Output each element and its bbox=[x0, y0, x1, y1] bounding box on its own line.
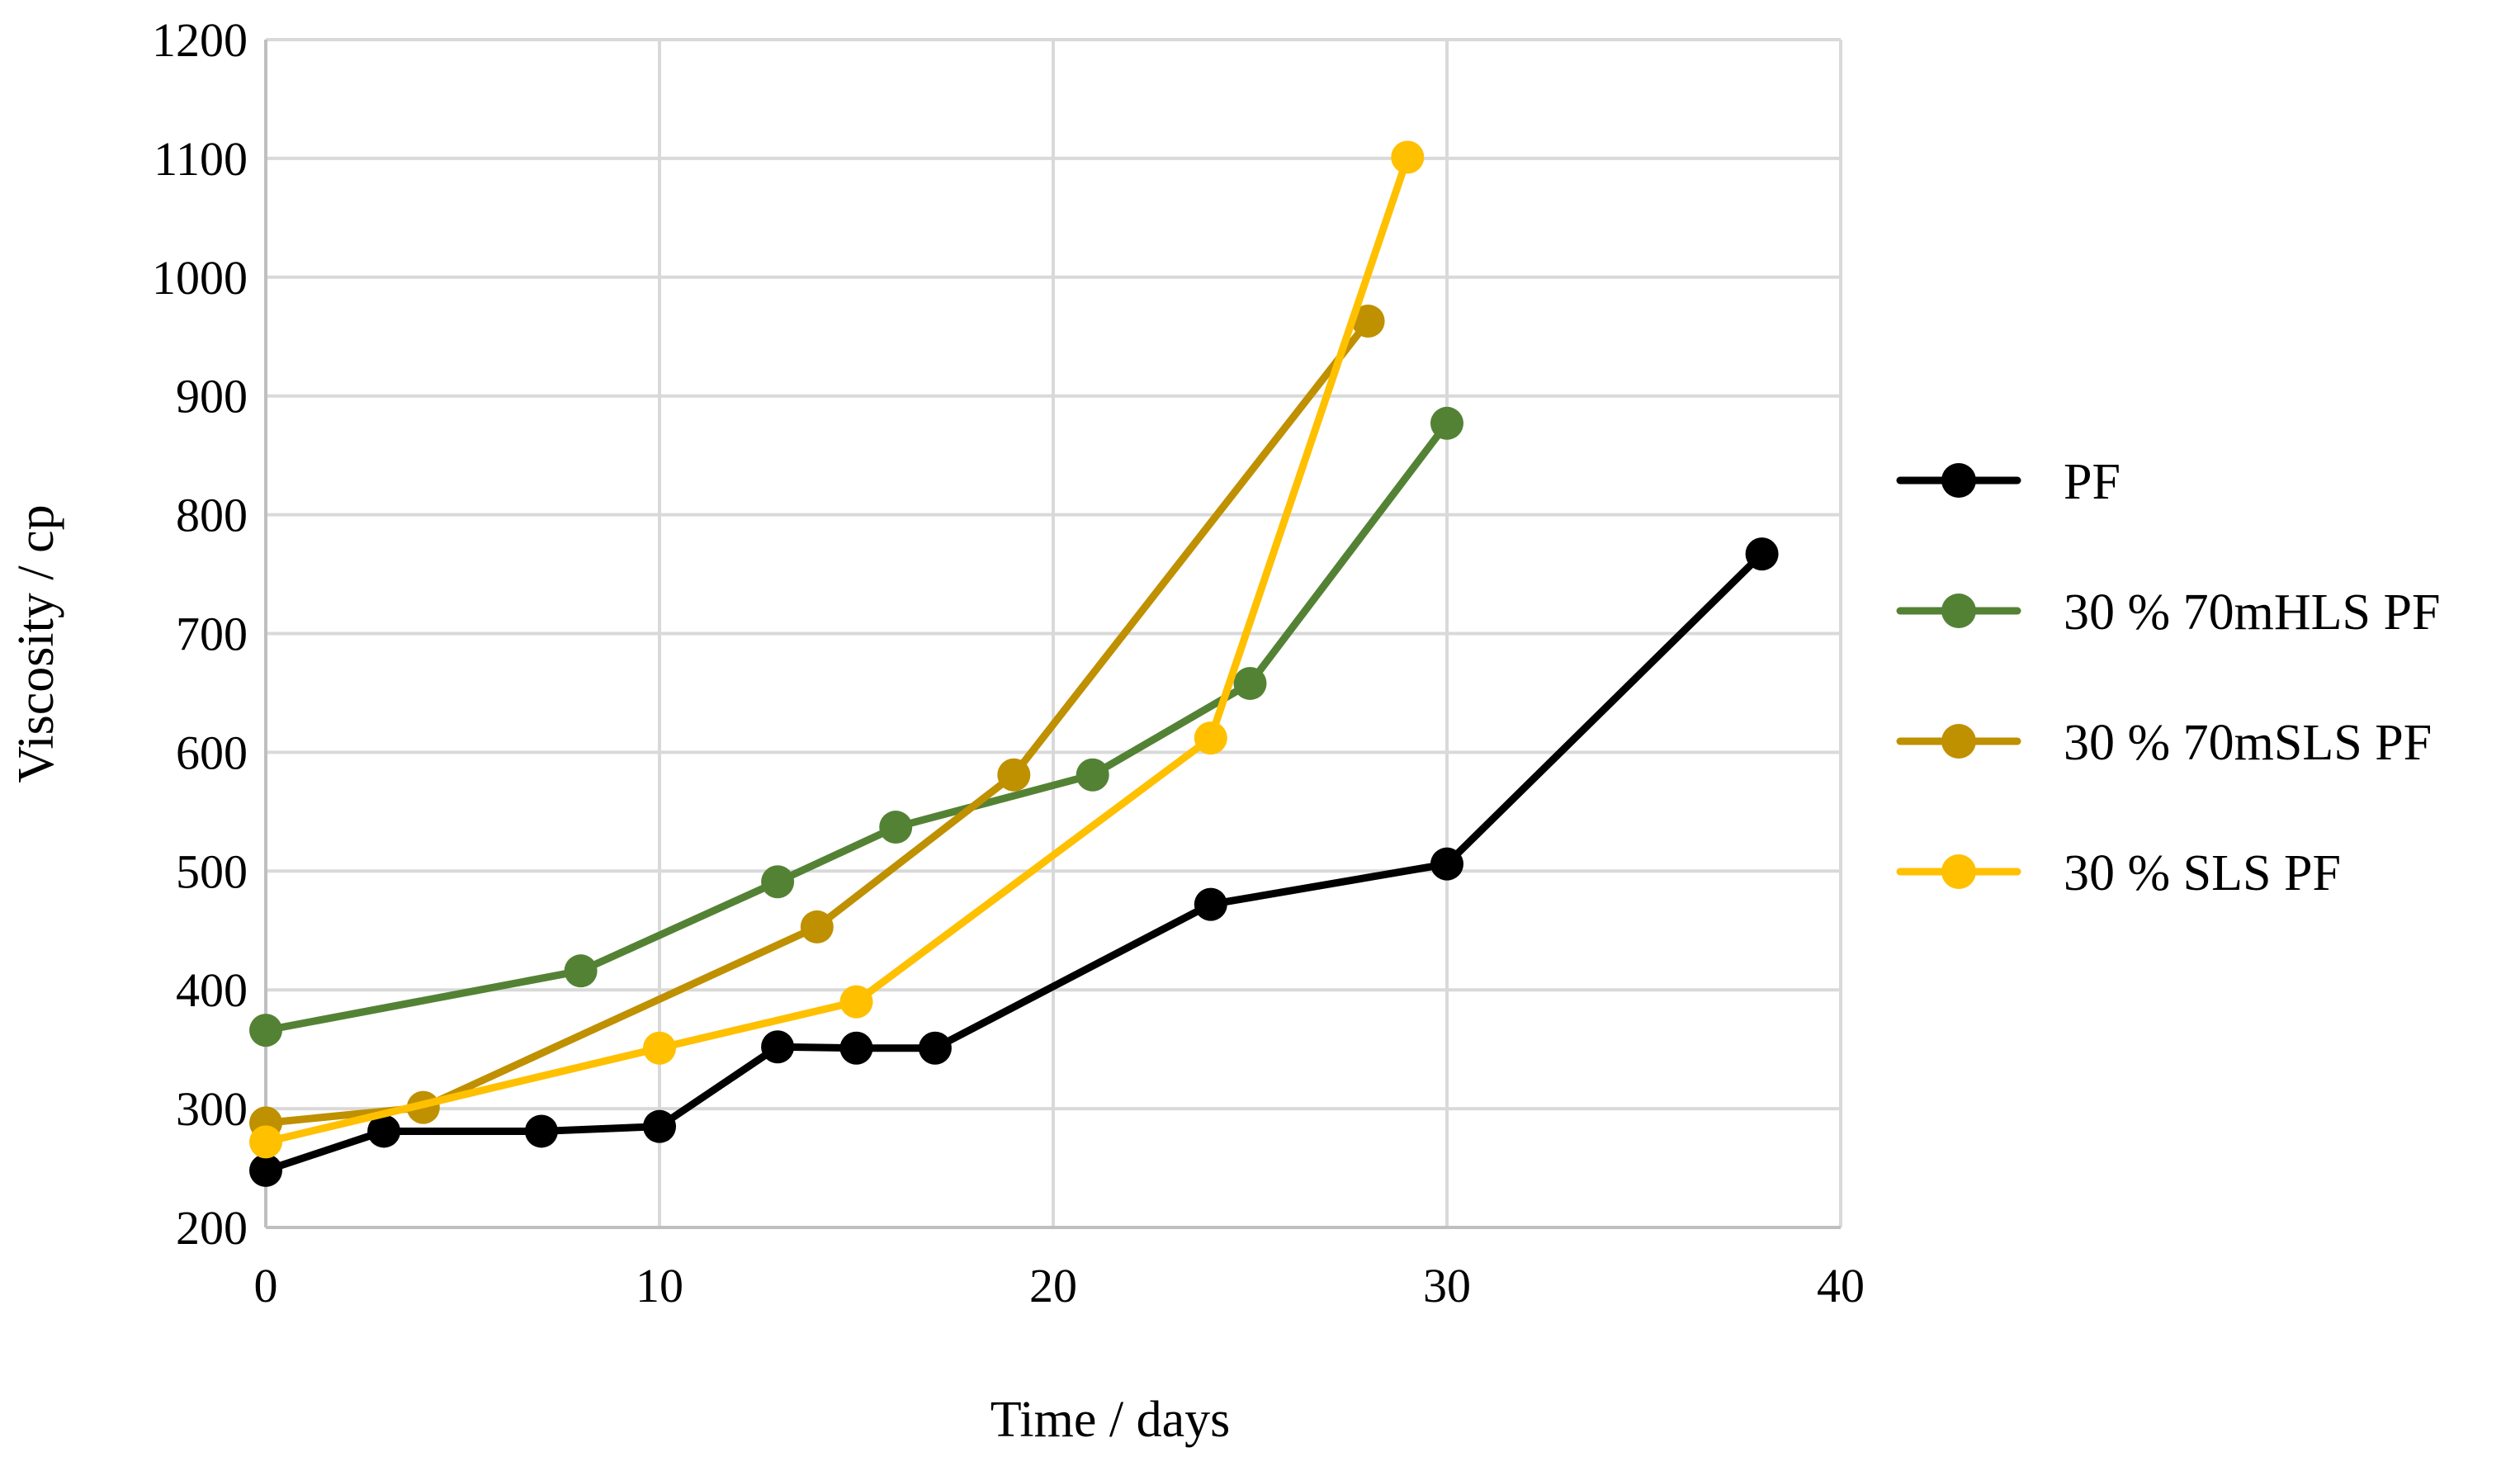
x-axis-title: Time / days bbox=[991, 1392, 1231, 1448]
data-point-30-70msls-pf bbox=[1351, 305, 1385, 338]
data-point-30-70mhls-pf bbox=[1076, 758, 1109, 792]
data-point-30-sls-pf bbox=[1194, 721, 1227, 755]
data-point-30-sls-pf bbox=[839, 985, 873, 1019]
legend-label: 30 % SLS PF bbox=[2064, 845, 2341, 901]
data-point-pf bbox=[643, 1109, 676, 1143]
series-line-pf bbox=[262, 550, 1766, 1175]
data-point-30-70mhls-pf bbox=[249, 1014, 282, 1047]
y-tick-label: 1100 bbox=[154, 132, 248, 186]
x-tick-label: 0 bbox=[254, 1259, 278, 1312]
data-point-30-70mhls-pf bbox=[1233, 666, 1267, 700]
y-tick-label: 600 bbox=[176, 726, 248, 779]
x-tick-label: 40 bbox=[1817, 1259, 1865, 1312]
tick-labels: 200 300 400 500 600 700 800 900 1000 1100 1200 0 10 2… bbox=[152, 13, 1865, 1312]
data-point-30-70msls-pf bbox=[800, 910, 834, 943]
legend-marker bbox=[1941, 593, 1976, 628]
gridlines bbox=[266, 38, 1842, 1227]
x-tick-label: 30 bbox=[1423, 1259, 1471, 1312]
series-30-70msls-pf bbox=[249, 305, 1385, 1140]
data-point-30-sls-pf bbox=[643, 1031, 676, 1065]
legend-label: PF bbox=[2064, 454, 2120, 510]
y-axis-title: Viscosity / cp bbox=[8, 504, 64, 783]
y-tick-label: 200 bbox=[176, 1201, 248, 1255]
legend-label: 30 % 70mHLS PF bbox=[2064, 584, 2440, 641]
data-point-30-70msls-pf bbox=[997, 758, 1031, 792]
y-tick-label: 400 bbox=[176, 963, 248, 1017]
data-point-30-70mhls-pf bbox=[1430, 406, 1463, 440]
y-tick-label: 800 bbox=[176, 489, 248, 542]
data-series bbox=[249, 140, 1779, 1187]
data-point-pf bbox=[1194, 887, 1227, 921]
x-tick-label: 10 bbox=[636, 1259, 683, 1312]
legend-marker bbox=[1941, 463, 1976, 498]
data-point-pf bbox=[367, 1114, 401, 1148]
legend: PF 30 % 70mHLS PF 30 % 70mSLS PF 30 % SLS P… bbox=[1896, 454, 2440, 901]
x-tick-label: 20 bbox=[1029, 1259, 1077, 1312]
series-30-sls-pf bbox=[249, 140, 1425, 1159]
data-point-pf bbox=[839, 1031, 873, 1065]
data-point-30-sls-pf bbox=[249, 1125, 282, 1159]
data-point-pf bbox=[249, 1153, 282, 1187]
legend-marker bbox=[1941, 724, 1976, 759]
data-point-30-70mhls-pf bbox=[879, 811, 913, 844]
data-point-pf bbox=[761, 1030, 795, 1064]
legend-marker bbox=[1941, 854, 1976, 889]
y-tick-label: 900 bbox=[176, 370, 248, 423]
y-tick-label: 500 bbox=[176, 844, 248, 898]
data-point-pf bbox=[1430, 847, 1463, 881]
legend-item: 30 % 70mSLS PF bbox=[1896, 715, 2432, 771]
y-tick-label: 300 bbox=[176, 1082, 248, 1136]
y-tick-label: 1000 bbox=[152, 251, 248, 305]
legend-item: 30 % SLS PF bbox=[1896, 845, 2341, 901]
y-tick-label: 700 bbox=[176, 608, 248, 661]
data-point-pf bbox=[918, 1031, 952, 1065]
legend-item: 30 % 70mHLS PF bbox=[1896, 584, 2440, 641]
data-point-30-70mhls-pf bbox=[564, 954, 598, 988]
legend-item: PF bbox=[1896, 454, 2120, 510]
series-30-70mhls-pf bbox=[249, 406, 1463, 1047]
legend-label: 30 % 70mSLS PF bbox=[2064, 715, 2432, 771]
data-point-30-70mhls-pf bbox=[761, 865, 795, 899]
data-point-30-sls-pf bbox=[1391, 140, 1425, 174]
data-point-pf bbox=[524, 1114, 558, 1148]
series-pf bbox=[249, 537, 1779, 1187]
data-point-pf bbox=[1745, 537, 1779, 571]
y-tick-label: 1200 bbox=[152, 13, 248, 67]
